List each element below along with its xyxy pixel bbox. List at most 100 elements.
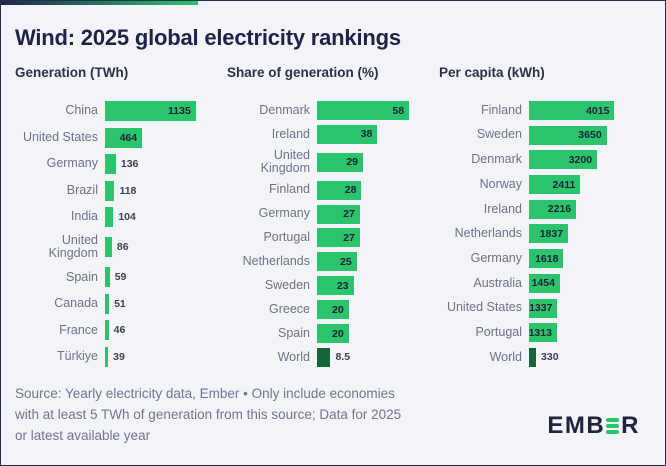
category-label: Norway xyxy=(479,176,522,191)
bar: 1337 xyxy=(529,298,558,318)
bar-track: 1618 xyxy=(529,249,651,269)
bar xyxy=(105,154,116,175)
bar: 1135 xyxy=(105,101,196,121)
bar xyxy=(105,320,109,341)
category-label: United Kingdom xyxy=(48,232,98,261)
bar-scale: 59 xyxy=(105,267,205,288)
bar-scale: 104 xyxy=(105,207,205,228)
bar: 27 xyxy=(317,204,360,224)
bar xyxy=(105,180,115,201)
category-label: United Kingdom xyxy=(260,147,310,176)
bar-track: 59 xyxy=(105,267,227,288)
value-label: 51 xyxy=(114,297,126,310)
value-label: 1337 xyxy=(529,302,553,314)
bar-track: 8.5 xyxy=(317,347,439,367)
category-label: Portugal xyxy=(263,230,310,245)
category-label: Spain xyxy=(278,325,310,340)
category-label: Türkiye xyxy=(57,349,98,364)
bar-track: 38 xyxy=(317,124,439,144)
category-label: Netherlands xyxy=(242,254,310,269)
bar: 1618 xyxy=(529,249,564,269)
bar-scale: 27 xyxy=(317,228,417,248)
bar-scale: 3650 xyxy=(529,125,629,145)
bar-row: Germany 1618 xyxy=(439,249,651,269)
value-label: 1618 xyxy=(535,252,559,265)
bar-scale: 4015 xyxy=(529,101,629,120)
value-label: 59 xyxy=(114,271,127,284)
category-label: Canada xyxy=(54,296,98,311)
bar-row: United States 1337 xyxy=(439,298,651,318)
bar-track: 3650 xyxy=(529,125,651,145)
bar-track: 58 xyxy=(317,101,439,120)
bar-row: France 46 xyxy=(15,320,227,341)
bar-scale: 29 xyxy=(317,152,417,172)
value-label: 3200 xyxy=(568,153,593,166)
bar-scale: 27 xyxy=(317,204,417,224)
bar-track: 28 xyxy=(317,180,439,200)
bar-row: United States 464 xyxy=(15,127,227,148)
category-label: United States xyxy=(446,300,522,315)
bar: 3200 xyxy=(529,150,598,170)
value-label: 3650 xyxy=(578,129,602,142)
bar: 38 xyxy=(317,124,378,144)
bar: 28 xyxy=(317,180,362,200)
bar-scale: 20 xyxy=(317,300,417,320)
value-label: 104 xyxy=(118,211,136,224)
bar-row: Canada 51 xyxy=(15,293,227,314)
bar-scale: 2216 xyxy=(529,199,629,219)
bar-track: 46 xyxy=(105,320,227,341)
bar-track: 25 xyxy=(317,252,439,272)
bar-track: 20 xyxy=(317,324,439,344)
bar-scale: 1313 xyxy=(528,323,629,343)
bar-track: 1313 xyxy=(528,323,651,343)
chart-title-per-capita: Per capita (kWh) xyxy=(439,65,545,80)
category-label: World xyxy=(489,349,522,364)
bar xyxy=(105,293,110,314)
bar-row: Finland 28 xyxy=(227,180,439,200)
bar-track: 86 xyxy=(105,237,227,258)
value-label: 1837 xyxy=(539,227,564,240)
bar xyxy=(105,346,109,367)
bar xyxy=(105,207,114,228)
bar-row: Norway 2411 xyxy=(439,175,651,195)
value-label: 86 xyxy=(116,241,129,254)
bar-scale: 58 xyxy=(317,101,417,120)
bar-scale: 46 xyxy=(105,320,205,341)
value-label: 2216 xyxy=(547,203,572,216)
bar-track: 39 xyxy=(105,346,227,367)
ember-logo: EMB R xyxy=(547,412,640,440)
bar-track: 51 xyxy=(105,293,227,314)
bar-scale: 3200 xyxy=(529,150,629,170)
bar-scale: 20 xyxy=(317,324,417,344)
bar-row: Netherlands 1837 xyxy=(439,224,651,244)
bar-row: Ireland 2216 xyxy=(439,199,651,219)
bar-track: 3200 xyxy=(529,150,651,170)
bar-row: Germany 136 xyxy=(15,154,227,175)
bar-track: 29 xyxy=(317,152,439,172)
bar-scale: 2411 xyxy=(529,175,629,195)
value-label: 330 xyxy=(541,351,559,364)
category-label: Germany xyxy=(470,250,522,265)
value-label: 4015 xyxy=(586,104,610,117)
bar: 1313 xyxy=(528,323,557,343)
bar: 1454 xyxy=(529,273,560,293)
brand-gradient-bar xyxy=(1,1,198,5)
category-label: Denmark xyxy=(471,152,522,167)
bar-track: 330 xyxy=(529,347,651,367)
bar-scale: 1337 xyxy=(529,298,629,318)
value-label: 1313 xyxy=(528,326,552,339)
source-note: Source: Yearly electricity data, Ember •… xyxy=(15,383,401,446)
bar: 20 xyxy=(317,300,349,320)
bar-row: Finland 4015 xyxy=(439,101,651,120)
chart-title-share: Share of generation (%) xyxy=(227,65,379,80)
bar-track: 1135 xyxy=(105,101,227,121)
source-note-line: Source: Yearly electricity data, Ember •… xyxy=(15,386,395,401)
value-label: 464 xyxy=(119,131,138,144)
bar: 3650 xyxy=(529,125,607,145)
chart-panel-generation: Generation (TWh) China 1135 United States 4… xyxy=(15,64,227,367)
bar-scale: 38 xyxy=(317,124,417,144)
value-label: 29 xyxy=(346,156,359,169)
value-label: 25 xyxy=(339,255,352,268)
category-label: Brazil xyxy=(66,182,98,197)
